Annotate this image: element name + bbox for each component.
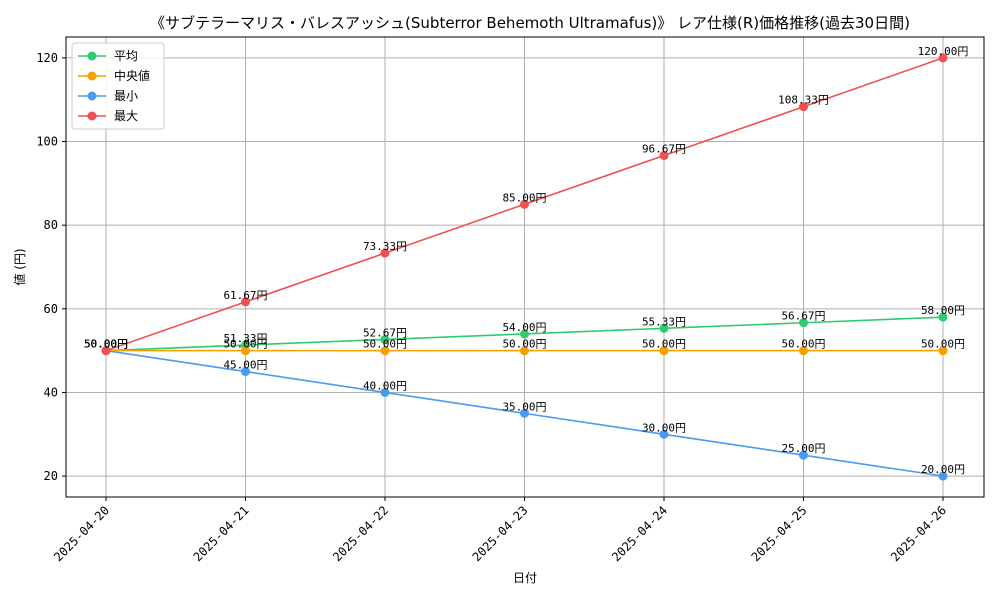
data-label: 51.33円 bbox=[223, 332, 267, 345]
data-label: 50.00円 bbox=[921, 338, 965, 351]
data-label: 120.00円 bbox=[918, 45, 969, 58]
legend-marker bbox=[87, 51, 97, 61]
x-tick-label: 2025-04-25 bbox=[749, 503, 810, 564]
data-label: 35.00円 bbox=[502, 400, 546, 413]
y-axis-ticks: 20 40 60 80 100 120 bbox=[36, 51, 66, 483]
data-label: 25.00円 bbox=[781, 442, 825, 455]
data-label: 20.00円 bbox=[921, 463, 965, 476]
x-tick-label: 2025-04-26 bbox=[888, 503, 949, 564]
data-label: 73.33円 bbox=[363, 240, 407, 253]
data-point bbox=[938, 471, 948, 481]
series-layer bbox=[101, 53, 948, 481]
data-label: 50.00円 bbox=[84, 338, 128, 351]
y-tick-label: 100 bbox=[36, 135, 58, 149]
y-tick-label: 60 bbox=[44, 302, 58, 316]
data-label: 50.00円 bbox=[363, 338, 407, 351]
legend-marker bbox=[87, 71, 97, 81]
data-label: 50.00円 bbox=[781, 338, 825, 351]
data-label: 50.00円 bbox=[642, 338, 686, 351]
data-label: 108.33円 bbox=[778, 94, 829, 107]
data-point bbox=[380, 346, 390, 356]
data-point bbox=[938, 53, 948, 63]
grid bbox=[66, 37, 984, 497]
data-point bbox=[799, 346, 808, 356]
data-label: 61.67円 bbox=[223, 289, 267, 302]
data-label: 96.67円 bbox=[642, 142, 686, 155]
legend-marker bbox=[87, 91, 97, 101]
data-point bbox=[380, 334, 390, 344]
data-point bbox=[659, 429, 669, 439]
data-point bbox=[520, 199, 529, 209]
data-point bbox=[380, 248, 390, 258]
chart-title: 《サブテラーマリス・バレスアッシュ(Subterror Behemoth Ult… bbox=[150, 14, 910, 32]
data-point bbox=[241, 297, 250, 307]
x-tick-label: 2025-04-21 bbox=[191, 503, 252, 564]
y-tick-label: 20 bbox=[44, 469, 58, 483]
y-axis-label: 値 (円) bbox=[12, 248, 27, 285]
data-label: 52.67円 bbox=[363, 326, 407, 339]
data-point bbox=[241, 367, 250, 377]
legend-label: 中央値 bbox=[114, 68, 150, 83]
data-label: 45.00円 bbox=[223, 359, 267, 372]
data-point bbox=[799, 318, 808, 328]
data-label: 85.00円 bbox=[502, 191, 546, 204]
x-axis-label: 日付 bbox=[513, 571, 537, 585]
data-point bbox=[520, 329, 529, 339]
data-label: 50.00円 bbox=[84, 338, 128, 351]
data-label: 50.00円 bbox=[502, 338, 546, 351]
data-label: 40.00円 bbox=[363, 379, 407, 392]
data-point bbox=[938, 346, 948, 356]
legend-label: 最小 bbox=[114, 89, 138, 103]
data-label: 50.00円 bbox=[223, 338, 267, 351]
data-point bbox=[101, 346, 111, 356]
x-tick-label: 2025-04-24 bbox=[609, 503, 670, 564]
data-label: 58.00円 bbox=[921, 304, 965, 317]
y-tick-label: 40 bbox=[44, 385, 58, 399]
data-label: 50.00円 bbox=[84, 338, 128, 351]
data-point bbox=[520, 346, 529, 356]
data-point bbox=[938, 312, 948, 322]
data-label: 56.67円 bbox=[781, 310, 825, 323]
data-label: 50.00円 bbox=[84, 338, 128, 351]
x-tick-label: 2025-04-20 bbox=[51, 503, 112, 564]
data-label: 54.00円 bbox=[502, 321, 546, 334]
x-tick-label: 2025-04-22 bbox=[330, 503, 391, 564]
data-labels: 50.00円 51.33円 52.67円 54.00円 55.33円 56.67円 58.0… bbox=[84, 45, 968, 476]
data-label: 55.33円 bbox=[642, 315, 686, 328]
data-point bbox=[241, 346, 250, 356]
x-tick-label: 2025-04-23 bbox=[470, 503, 531, 564]
data-point bbox=[659, 150, 669, 160]
data-label: 30.00円 bbox=[642, 421, 686, 434]
legend-label: 最大 bbox=[114, 109, 138, 123]
data-point bbox=[659, 346, 669, 356]
legend-label: 平均 bbox=[114, 49, 138, 63]
y-tick-label: 80 bbox=[44, 218, 58, 232]
data-point bbox=[520, 408, 529, 418]
data-point bbox=[659, 323, 669, 333]
data-point bbox=[799, 102, 808, 112]
legend-box bbox=[71, 42, 165, 130]
data-point bbox=[380, 387, 390, 397]
legend-marker bbox=[87, 111, 97, 121]
data-point bbox=[799, 450, 808, 460]
x-axis-ticks: 2025-04-20 2025-04-21 2025-04-22 2025-04-23… bbox=[51, 497, 949, 564]
y-tick-label: 120 bbox=[36, 51, 58, 65]
